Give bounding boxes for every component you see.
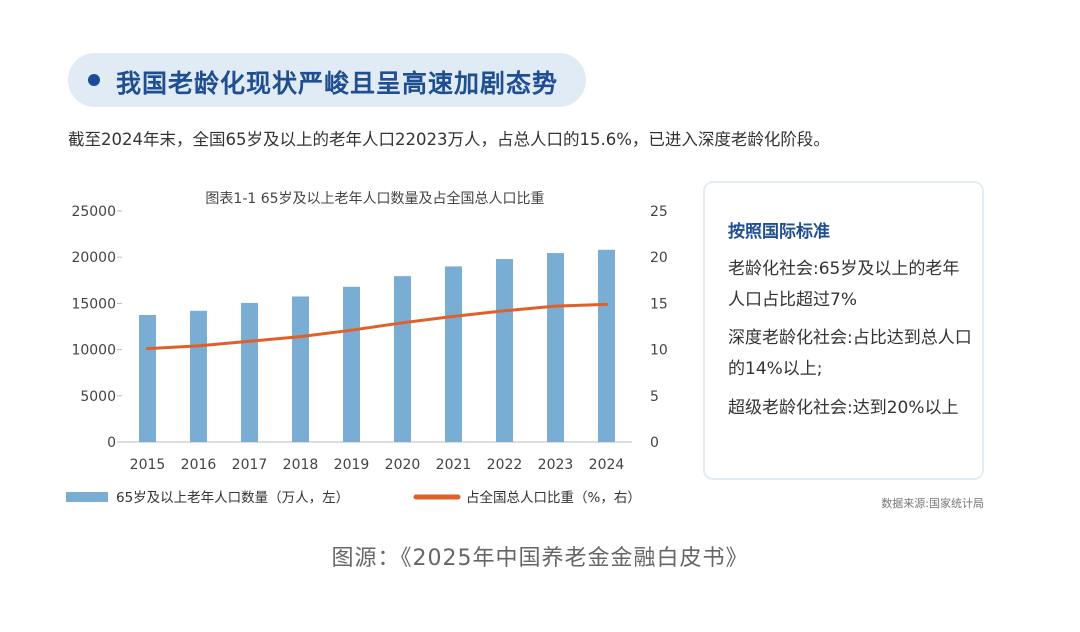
standard-super-aging-society: 超级老龄化社会:达到20%以上: [728, 398, 959, 418]
y-left-tick-label: 25000: [71, 204, 116, 220]
x-tick-label: 2020: [385, 457, 421, 473]
population-bar: [496, 259, 513, 442]
y-right-tick-label: 20: [650, 250, 668, 266]
y-right-tick-label: 5: [650, 389, 659, 405]
y-left-tick-label: 5000: [80, 389, 116, 405]
population-bar: [445, 266, 462, 442]
data-source: 数据来源:国家统计局: [881, 497, 984, 510]
standards-title: 按照国际标准: [728, 222, 830, 242]
x-tick-label: 2016: [181, 457, 217, 473]
x-tick-label: 2023: [538, 457, 574, 473]
y-right-tick-label: 25: [650, 204, 668, 220]
population-bar: [598, 249, 615, 442]
population-bar: [241, 302, 258, 442]
x-tick-label: 2021: [436, 457, 472, 473]
bullet-dot-icon: [88, 74, 100, 86]
legend-bar-swatch: [66, 492, 108, 502]
population-chart: 图表1-1 65岁及以上老年人口数量及占全国总人口比重 0 5000 10000 15…: [66, 190, 668, 506]
y-right-tick-label: 15: [650, 296, 668, 312]
y-right-tick-label: 10: [650, 343, 668, 359]
x-tick-label: 2018: [283, 457, 319, 473]
image-caption: 图源：《2025年中国养老金金融白皮书》: [331, 546, 749, 571]
y-right-tick-label: 0: [650, 435, 659, 451]
population-bar: [139, 314, 156, 442]
ratio-series-line: [146, 302, 608, 351]
population-bar: [292, 296, 309, 442]
y-left-tick-label: 15000: [71, 296, 116, 312]
standard-aging-society: 老龄化社会:65岁及以上的老年人口占比超过7%: [728, 259, 960, 310]
legend-line-label: 占全国总人口比重（%，右）: [466, 489, 641, 506]
y-left-tick-label: 0: [107, 435, 116, 451]
standard-deep-aging-society: 深度老龄化社会:占比达到总人口的14%以上;: [728, 328, 972, 379]
x-tick-label: 2017: [232, 457, 268, 473]
y-left-tick-label: 20000: [71, 250, 116, 266]
x-tick-label: 2019: [334, 457, 370, 473]
population-bar: [343, 286, 360, 442]
legend-bar-label: 65岁及以上老年人口数量（万人，左）: [116, 490, 349, 506]
chart-title: 图表1-1 65岁及以上老年人口数量及占全国总人口比重: [205, 190, 544, 207]
y-left-tick-label: 10000: [71, 343, 116, 359]
title-banner: [68, 53, 586, 107]
summary-text: 截至2024年末，全国65岁及以上的老年人口22023万人，占总人口的15.6%…: [68, 130, 830, 149]
standards-panel: [703, 181, 984, 480]
x-tick-label: 2024: [589, 457, 625, 473]
population-bar: [190, 310, 207, 442]
section-title: 我国老龄化现状严峻且呈高速加剧态势: [116, 69, 559, 98]
x-tick-label: 2015: [130, 457, 166, 473]
x-tick-label: 2022: [487, 457, 523, 473]
population-bar: [547, 253, 564, 442]
population-bar: [394, 276, 411, 442]
